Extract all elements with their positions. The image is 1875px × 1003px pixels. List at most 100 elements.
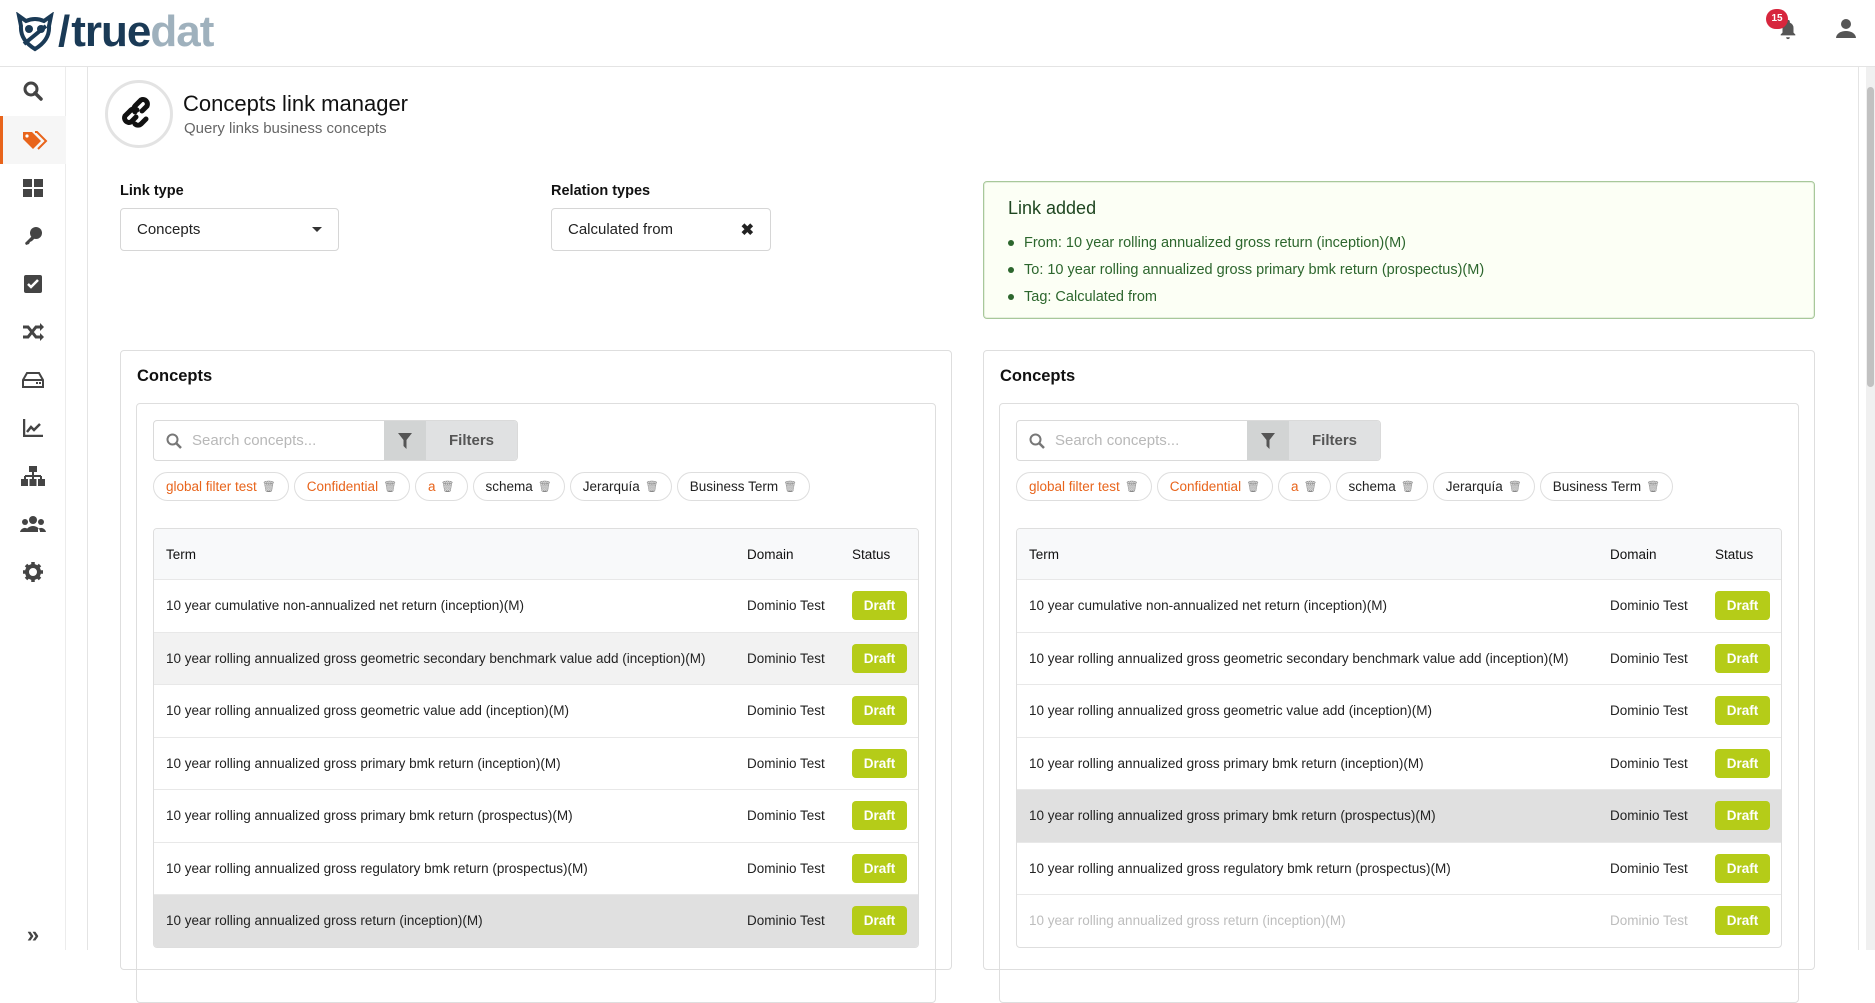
filters-button[interactable]: Filters	[1289, 421, 1380, 460]
link-icon	[122, 97, 150, 128]
user-icon[interactable]	[1836, 18, 1856, 38]
sidebar-item-tasks[interactable]	[0, 260, 66, 308]
filter-chip[interactable]: Confidential 🗑	[293, 472, 411, 501]
truedat-logo[interactable]: / true dat	[16, 7, 214, 56]
column-domain[interactable]: Domain	[1610, 546, 1657, 562]
table-row[interactable]: 10 year rolling annualized gross primary…	[1017, 789, 1781, 842]
table-row[interactable]: 10 year cumulative non-annualized net re…	[154, 579, 918, 632]
table-row[interactable]: 10 year rolling annualized gross geometr…	[1017, 631, 1781, 685]
message-list: From: 10 year rolling annualized gross r…	[1008, 230, 1484, 311]
sidebar-item-groups[interactable]	[0, 500, 66, 548]
filter-chip[interactable]: Jerarquía 🗑	[1432, 472, 1535, 501]
status-badge: Draft	[852, 643, 907, 673]
trash-icon[interactable]: 🗑	[783, 481, 798, 493]
trash-icon[interactable]: 🗑	[1246, 481, 1261, 493]
trash-icon[interactable]: 🗑	[1400, 481, 1415, 493]
trash-icon[interactable]: 🗑	[383, 481, 398, 493]
status-badge: Draft	[1715, 643, 1770, 673]
hdd-icon	[22, 372, 44, 388]
chart-line-icon	[23, 419, 43, 437]
sidebar-item-search[interactable]	[0, 67, 66, 115]
column-term[interactable]: Term	[1029, 546, 1059, 562]
concepts-box: Search concepts... Filters global filter…	[136, 403, 936, 1003]
domain-cell: Dominio Test	[747, 703, 825, 719]
search-input[interactable]: Search concepts...	[154, 421, 384, 460]
trash-icon[interactable]: 🗑	[1303, 481, 1318, 493]
checkbox-icon	[24, 275, 42, 293]
search-icon	[1029, 433, 1045, 449]
sidebar-item-storage[interactable]	[0, 356, 66, 404]
filter-chip[interactable]: Business Term 🗑	[1539, 472, 1674, 501]
table-row[interactable]: 10 year rolling annualized gross geometr…	[1017, 684, 1781, 737]
filter-chips: global filter test 🗑 Confidential 🗑 a 🗑 schema…	[153, 472, 811, 501]
link-type-dropdown[interactable]: Concepts	[120, 208, 339, 251]
filter-chip[interactable]: Business Term 🗑	[676, 472, 811, 501]
filter-chip[interactable]: global filter test 🗑	[153, 472, 289, 501]
filter-chip[interactable]: a 🗑	[415, 472, 468, 501]
trash-icon[interactable]: 🗑	[1646, 481, 1661, 493]
table-row[interactable]: 10 year rolling annualized gross primary…	[154, 789, 918, 842]
column-domain[interactable]: Domain	[747, 546, 794, 562]
logo-text-dat: dat	[150, 7, 214, 56]
filter-chip[interactable]: a 🗑	[1278, 472, 1331, 501]
sidebar-item-lineage[interactable]	[0, 308, 66, 356]
relation-types-dropdown[interactable]: Calculated from ✖	[551, 208, 771, 251]
sidebar-item-settings[interactable]	[0, 548, 66, 596]
sidebar-item-dashboard[interactable]	[0, 164, 66, 212]
table-row[interactable]: 10 year rolling annualized gross regulat…	[1017, 841, 1781, 895]
filter-chip[interactable]: Jerarquía 🗑	[569, 472, 672, 501]
table-row[interactable]: 10 year rolling annualized gross regulat…	[154, 841, 918, 895]
key-icon	[25, 227, 42, 245]
table-row[interactable]: 10 year rolling annualized gross return …	[154, 894, 918, 947]
filter-chip[interactable]: schema 🗑	[1335, 472, 1428, 501]
domain-cell: Dominio Test	[747, 860, 825, 876]
chip-label: Business Term	[1552, 479, 1642, 494]
search-input[interactable]: Search concepts...	[1017, 421, 1247, 460]
trash-icon[interactable]: 🗑	[261, 481, 276, 493]
trash-icon[interactable]: 🗑	[537, 481, 552, 493]
column-status[interactable]: Status	[852, 546, 891, 562]
table-row[interactable]: 10 year rolling annualized gross primary…	[1017, 736, 1781, 790]
column-term[interactable]: Term	[166, 546, 196, 562]
table-row[interactable]: 10 year rolling annualized gross primary…	[154, 736, 918, 790]
filter-icon-button[interactable]	[384, 421, 426, 460]
sidebar-item-charts[interactable]	[0, 404, 66, 452]
chip-label: schema	[485, 479, 533, 494]
domain-cell: Dominio Test	[1610, 598, 1688, 614]
table-row[interactable]: 10 year rolling annualized gross geometr…	[154, 684, 918, 737]
sitemap-icon	[21, 466, 45, 486]
table-row[interactable]: 10 year rolling annualized gross return …	[1017, 894, 1781, 947]
clear-icon[interactable]: ✖	[740, 221, 754, 239]
trash-icon[interactable]: 🗑	[1124, 481, 1139, 493]
trash-icon[interactable]: 🗑	[440, 481, 455, 493]
page-scrollbar[interactable]	[1866, 67, 1875, 950]
link-icon-circle	[105, 80, 173, 148]
sidebar-item-keys[interactable]	[0, 212, 66, 260]
status-badge: Draft	[1715, 696, 1770, 726]
notification-badge[interactable]: 15	[1766, 9, 1788, 29]
chip-label: a	[428, 479, 436, 494]
domain-cell: Dominio Test	[747, 913, 825, 929]
table-row[interactable]: 10 year cumulative non-annualized net re…	[1017, 579, 1781, 632]
trash-icon[interactable]: 🗑	[1507, 481, 1522, 493]
sidebar-item-concepts[interactable]	[0, 116, 66, 164]
sidebar-item-structures[interactable]	[0, 452, 66, 500]
filter-icon-button[interactable]	[1247, 421, 1289, 460]
chip-label: Jerarquía	[582, 479, 640, 494]
filter-chip[interactable]: schema 🗑	[472, 472, 565, 501]
chip-label: Business Term	[689, 479, 779, 494]
filter-chip[interactable]: Confidential 🗑	[1156, 472, 1274, 501]
filter-chip[interactable]: global filter test 🗑	[1016, 472, 1152, 501]
table-row[interactable]: 10 year rolling annualized gross geometr…	[154, 631, 918, 684]
top-header: / true dat 15	[0, 0, 1875, 67]
funnel-icon	[398, 432, 412, 449]
trash-icon[interactable]: 🗑	[644, 481, 659, 493]
filters-button[interactable]: Filters	[426, 421, 517, 460]
domain-cell: Dominio Test	[1610, 808, 1688, 824]
column-status[interactable]: Status	[1715, 546, 1754, 562]
status-badge: Draft	[1715, 801, 1770, 831]
message-from: From: 10 year rolling annualized gross r…	[1008, 230, 1484, 257]
domain-cell: Dominio Test	[1610, 703, 1688, 719]
scrollbar-thumb[interactable]	[1867, 87, 1874, 387]
expand-sidebar-button[interactable]: »	[26, 922, 40, 947]
